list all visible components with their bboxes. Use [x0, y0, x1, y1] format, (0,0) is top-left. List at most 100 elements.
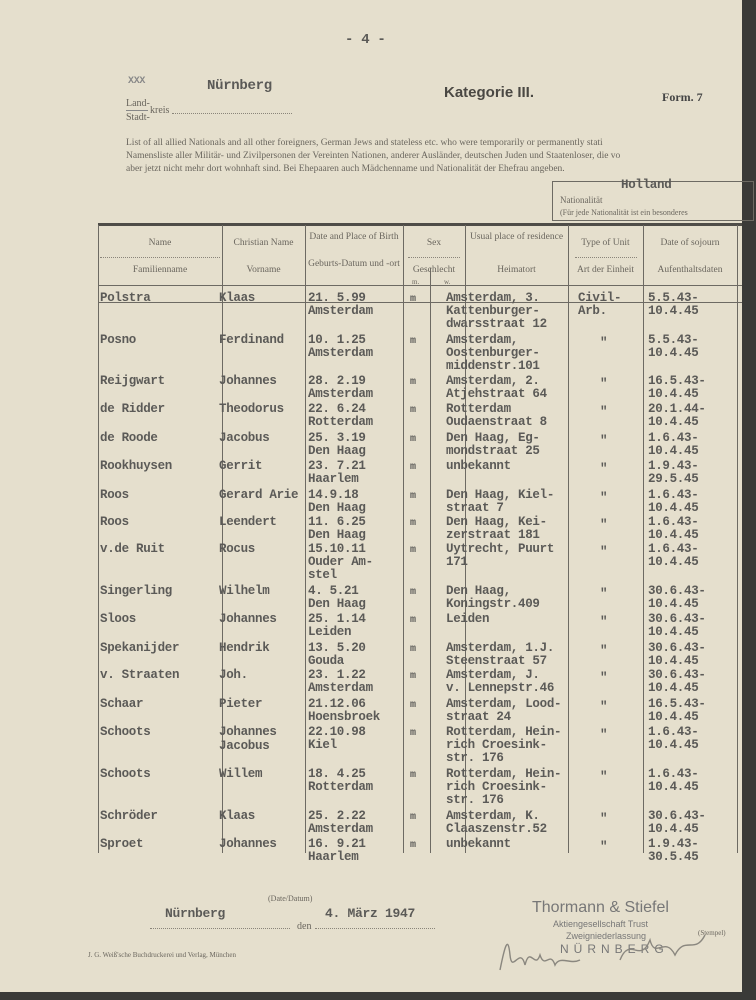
signature-place: Nürnberg [165, 906, 226, 921]
unit-type: Arb. [578, 304, 607, 318]
residence: Den Haag, Kei- [446, 515, 547, 529]
birth-info: 25. 3.19 [308, 431, 366, 445]
christian-name: Johannes [219, 374, 277, 388]
unit-type: " [600, 770, 608, 784]
family-name: Sproet [100, 837, 144, 851]
column-header-de: Vorname [246, 265, 281, 275]
sojourn-dates: 16.5.43- [648, 697, 706, 711]
sojourn-dates: 1.6.43- [648, 767, 699, 781]
birth-info: 25. 1.14 [308, 612, 366, 626]
sojourn-dates: 30.6.43- [648, 668, 706, 682]
stamp-city: NÜRNBERG [560, 942, 669, 956]
sex-male-label: m. [412, 278, 420, 286]
residence: Kattenburger- [446, 304, 540, 318]
birth-info: Kiel [308, 738, 337, 752]
column-header-de: Heimatort [497, 265, 536, 275]
family-name: Sloos [100, 612, 137, 626]
birth-info: Gouda [308, 654, 345, 668]
sojourn-dates: 30.6.43- [648, 809, 706, 823]
unit-type: " [600, 587, 608, 601]
residence: mondstraat 25 [446, 444, 540, 458]
residence: Rotterdam, Hein- [446, 767, 562, 781]
unit-type: " [600, 671, 608, 685]
sojourn-dates: 10.4.45 [648, 780, 699, 794]
residence: Uytrecht, Puurt [446, 542, 555, 556]
residence: rich Croesink- [446, 738, 547, 752]
sojourn-dates: 10.4.45 [648, 387, 699, 401]
sex: m [410, 545, 416, 556]
sojourn-dates: 1.6.43- [648, 515, 699, 529]
residence: Atjehstraat 64 [446, 387, 547, 401]
unit-type: " [600, 644, 608, 658]
residence: Amsterdam, K. [446, 809, 540, 823]
unit-type: " [600, 518, 608, 532]
printer-credit: J. G. Weiß'sche Buchdruckerei und Verlag… [88, 951, 236, 959]
sojourn-dates: 10.4.45 [648, 415, 699, 429]
birth-info: Den Haag [308, 597, 366, 611]
handwritten-signature [499, 934, 706, 971]
column-header-en: Christian Name [233, 238, 294, 248]
den-label: den [297, 921, 312, 932]
sex: m [410, 615, 416, 626]
residence: Oostenburger- [446, 346, 540, 360]
form-number: Form. 7 [662, 90, 703, 104]
birth-info: 13. 5.20 [308, 641, 366, 655]
residence: straat 7 [446, 501, 504, 515]
residence: Amsterdam, 2. [446, 374, 540, 388]
unit-type: " [600, 545, 608, 559]
unit-type: " [600, 840, 608, 854]
intro-english: List of all allied Nationals and all oth… [126, 138, 603, 148]
sojourn-dates: 1.6.43- [648, 488, 699, 502]
christian-name: Rocus [219, 542, 256, 556]
birth-info: Den Haag [308, 444, 366, 458]
christian-name: Ferdinand [219, 333, 284, 347]
birth-info: 11. 6.25 [308, 515, 366, 529]
sex-female-label: w. [444, 278, 451, 286]
nationality-value: Holland [621, 178, 672, 192]
christian-name: Klaas [219, 291, 256, 305]
land-label: Land- [126, 98, 150, 109]
sex: m [410, 491, 416, 502]
residence: Amsterdam, 1.J. [446, 641, 555, 655]
stadt-label: Stadt- [126, 112, 150, 123]
unit-type: " [600, 491, 608, 505]
family-name: Roos [100, 488, 129, 502]
sojourn-dates: 30.5.45 [648, 850, 699, 864]
intro-german-1: Namensliste aller Militär- und Zivilpers… [126, 151, 621, 161]
christian-name: Wilhelm [219, 584, 270, 598]
column-header-en: Usual place of residence [469, 232, 564, 242]
christian-name: Klaas [219, 809, 256, 823]
birth-info: Hoensbroek [308, 710, 381, 724]
nationality-box: Holland Nationalität (Für jede Nationali… [552, 178, 754, 221]
residence: Steenstraat 57 [446, 654, 547, 668]
nationality-label: Nationalität [560, 195, 603, 205]
residence: Leiden [446, 612, 490, 626]
birth-info: Amsterdam [308, 387, 373, 401]
sex: m [410, 518, 416, 529]
birth-info: 21.12.06 [308, 697, 366, 711]
sex: m [410, 812, 416, 823]
birth-info: 16. 9.21 [308, 837, 366, 851]
sex: m [410, 462, 416, 473]
residence: middenstr.101 [446, 359, 540, 373]
birth-info: stel [308, 568, 337, 582]
birth-info: Amsterdam [308, 346, 373, 360]
birth-info: 28. 2.19 [308, 374, 366, 388]
residence: dwarsstraat 12 [446, 317, 547, 331]
family-name: v. Straaten [100, 668, 180, 682]
residence: Amsterdam, [446, 333, 519, 347]
christian-name: Johannes [219, 725, 277, 739]
stamp-label: (Stempel) [698, 929, 726, 937]
sex: m [410, 770, 416, 781]
sex: m [410, 700, 416, 711]
column-header-de: Familienname [132, 265, 188, 275]
sojourn-dates: 10.4.45 [648, 346, 699, 360]
birth-info: 21. 5.99 [308, 291, 366, 305]
family-name: Schoots [100, 725, 151, 739]
sojourn-dates: 1.9.43- [648, 459, 699, 473]
sex: m [410, 644, 416, 655]
column-header-en: Date and Place of Birth [309, 232, 399, 242]
stamp-line: Aktiengesellschaft Trust [553, 919, 649, 929]
birth-info: Ouder Am- [308, 555, 373, 569]
